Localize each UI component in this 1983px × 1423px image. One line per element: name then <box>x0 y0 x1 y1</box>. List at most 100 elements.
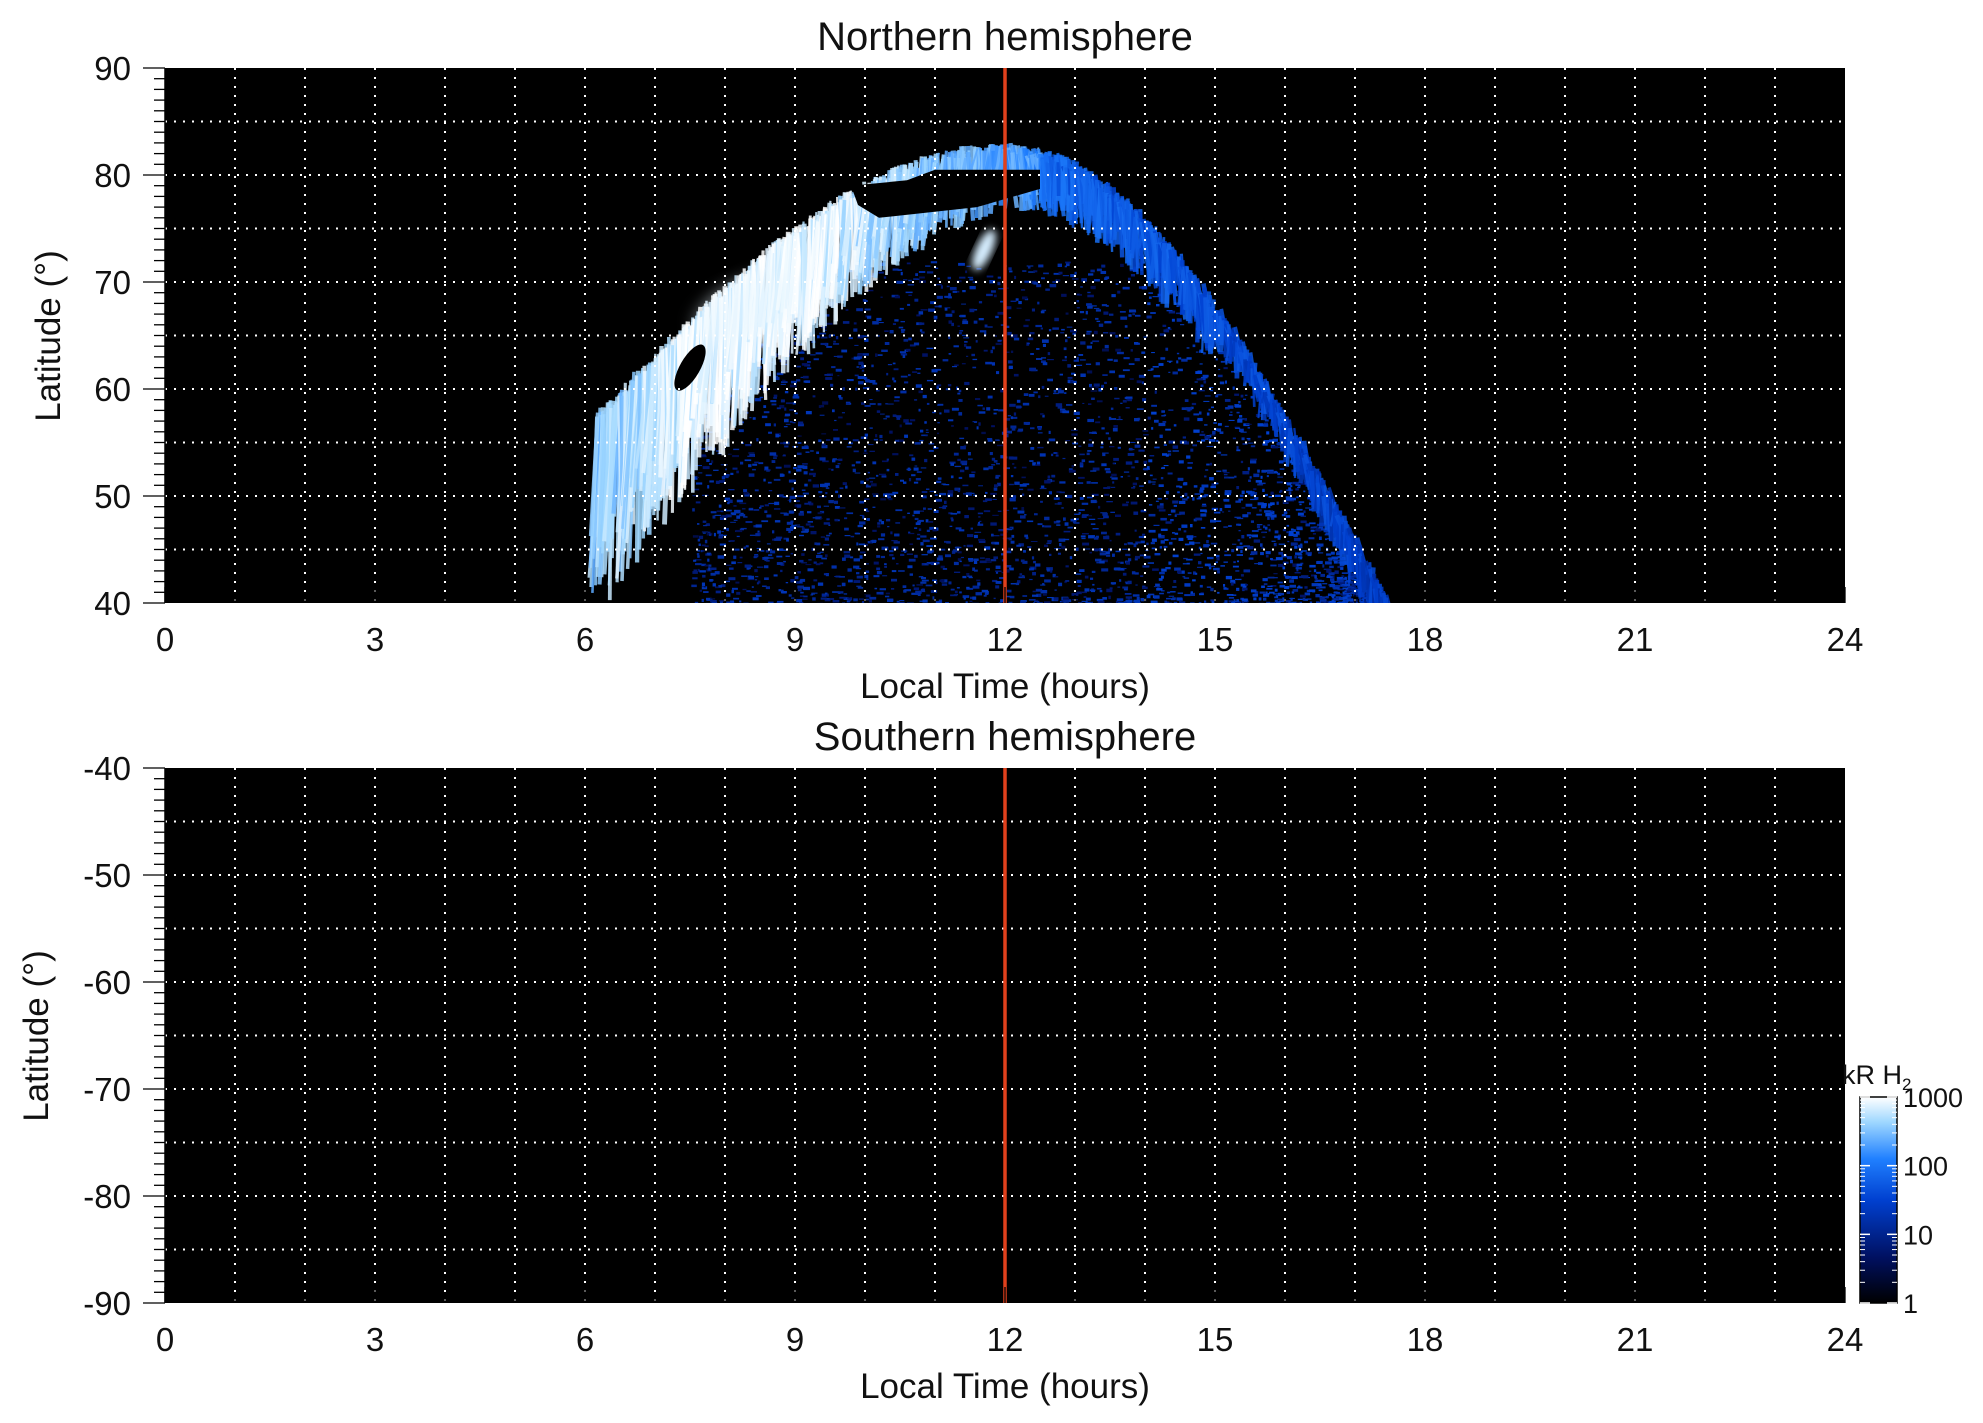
x-tick-label: 24 <box>1827 621 1864 658</box>
diffuse-speck <box>1197 418 1202 421</box>
diffuse-speck <box>1061 329 1065 331</box>
diffuse-speck <box>1119 579 1121 582</box>
diffuse-speck <box>853 469 856 473</box>
diffuse-speck <box>1183 482 1187 485</box>
diffuse-speck <box>954 453 959 456</box>
diffuse-speck <box>997 445 1004 447</box>
diffuse-speck <box>1011 351 1013 353</box>
diffuse-speck <box>1344 584 1350 586</box>
diffuse-speck <box>730 540 735 542</box>
diffuse-speck <box>1096 309 1101 311</box>
diffuse-speck <box>1216 493 1218 494</box>
diffuse-speck <box>762 416 767 418</box>
diffuse-speck <box>1131 311 1136 313</box>
diffuse-speck <box>824 506 829 507</box>
diffuse-speck <box>1061 546 1065 549</box>
diffuse-speck <box>990 522 997 525</box>
diffuse-speck <box>1233 566 1239 568</box>
diffuse-speck <box>1318 602 1321 605</box>
oval-streak <box>1231 336 1233 362</box>
diffuse-speck <box>1312 583 1319 586</box>
diffuse-speck <box>1301 516 1306 517</box>
diffuse-speck <box>777 601 784 603</box>
diffuse-speck <box>1202 485 1209 488</box>
diffuse-speck <box>1113 458 1119 461</box>
diffuse-speck <box>1121 476 1123 478</box>
diffuse-speck <box>886 416 890 418</box>
diffuse-speck <box>1087 481 1091 484</box>
diffuse-speck <box>901 330 904 333</box>
diffuse-speck <box>1210 390 1213 391</box>
diffuse-speck <box>1159 484 1164 487</box>
oval-streak <box>1341 524 1342 549</box>
diffuse-speck <box>1159 423 1166 426</box>
diffuse-speck <box>838 395 841 398</box>
x-tick-label: 9 <box>786 1321 804 1358</box>
diffuse-speck <box>829 335 831 338</box>
diffuse-speck <box>1237 518 1244 519</box>
diffuse-speck <box>1235 428 1240 429</box>
diffuse-speck <box>1223 603 1226 605</box>
diffuse-speck <box>1174 568 1181 571</box>
diffuse-speck <box>958 399 962 402</box>
diffuse-speck <box>1091 390 1098 391</box>
diffuse-speck <box>740 462 743 465</box>
diffuse-speck <box>1090 270 1094 273</box>
diffuse-speck <box>968 576 970 577</box>
diffuse-speck <box>900 425 902 428</box>
diffuse-speck <box>1168 562 1171 565</box>
diffuse-speck <box>1056 520 1060 522</box>
diffuse-speck <box>1277 599 1282 601</box>
diffuse-speck <box>1257 526 1260 529</box>
diffuse-speck <box>964 445 967 446</box>
diffuse-speck <box>1269 529 1271 532</box>
diffuse-speck <box>1328 602 1334 604</box>
diffuse-speck <box>1205 564 1211 567</box>
diffuse-speck <box>808 559 811 560</box>
diffuse-speck <box>908 280 912 281</box>
diffuse-speck <box>751 591 757 593</box>
diffuse-speck <box>1042 310 1047 312</box>
diffuse-speck <box>1270 514 1276 517</box>
diffuse-speck <box>1142 381 1144 384</box>
diffuse-speck <box>1332 600 1334 601</box>
diffuse-speck <box>974 570 978 572</box>
diffuse-speck <box>848 568 852 571</box>
diffuse-speck <box>1268 593 1270 595</box>
diffuse-speck <box>1211 407 1214 409</box>
diffuse-speck <box>825 593 828 595</box>
diffuse-speck <box>1064 392 1066 394</box>
diffuse-speck <box>1212 431 1216 434</box>
diffuse-speck <box>1174 505 1177 507</box>
diffuse-speck <box>1236 524 1239 526</box>
diffuse-speck <box>1081 535 1086 537</box>
diffuse-speck <box>1330 579 1335 581</box>
diffuse-speck <box>763 405 766 408</box>
diffuse-speck <box>1181 525 1187 528</box>
diffuse-speck <box>719 505 722 508</box>
diffuse-speck <box>717 530 721 533</box>
diffuse-speck <box>1185 493 1188 496</box>
diffuse-speck <box>754 462 759 464</box>
diffuse-speck <box>923 395 927 398</box>
diffuse-speck <box>921 467 927 468</box>
diffuse-speck <box>1049 554 1051 556</box>
diffuse-speck <box>1009 404 1016 407</box>
diffuse-speck <box>1128 476 1131 477</box>
diffuse-speck <box>894 319 898 321</box>
diffuse-speck <box>1047 359 1054 360</box>
diffuse-speck <box>1242 471 1249 474</box>
diffuse-speck <box>861 603 868 604</box>
diffuse-speck <box>765 504 769 506</box>
diffuse-speck <box>1033 591 1036 593</box>
diffuse-speck <box>1135 315 1141 317</box>
diffuse-speck <box>1187 357 1192 360</box>
diffuse-speck <box>1280 593 1284 595</box>
diffuse-speck <box>991 350 994 353</box>
diffuse-speck <box>1063 600 1069 603</box>
diffuse-speck <box>1038 523 1043 525</box>
diffuse-speck <box>917 534 920 536</box>
diffuse-speck <box>1194 536 1197 537</box>
diffuse-speck <box>856 542 858 545</box>
diffuse-speck <box>1000 455 1003 458</box>
